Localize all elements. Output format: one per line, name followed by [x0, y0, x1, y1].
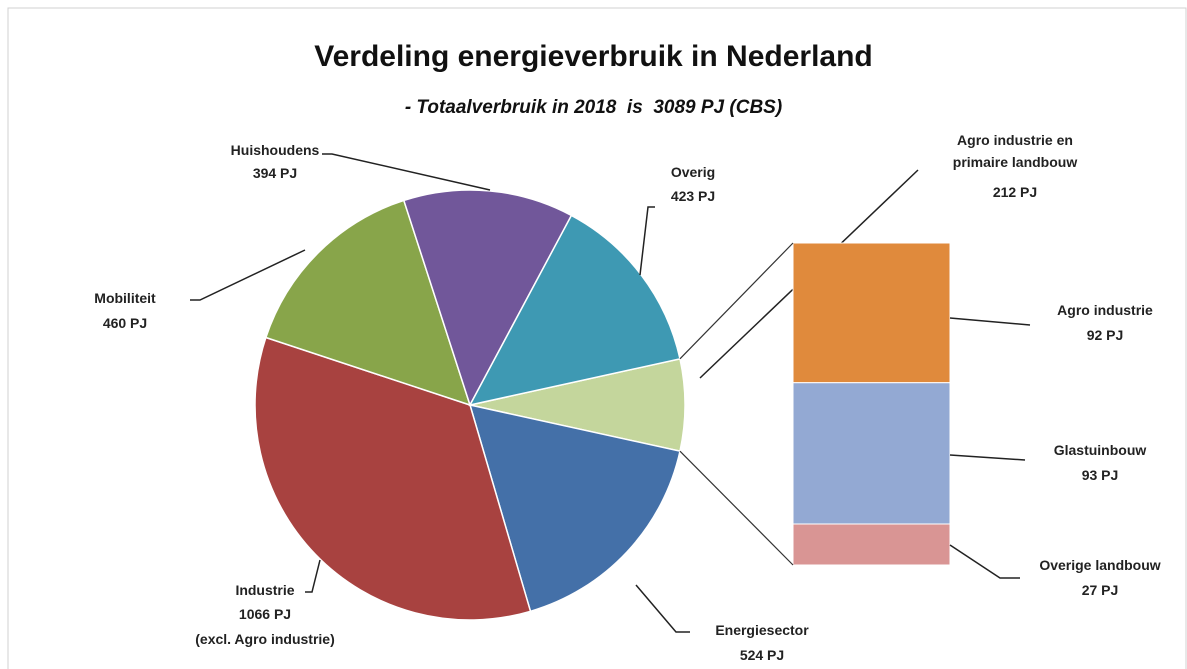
chart-title: Verdeling energieverbruik in Nederland — [314, 40, 873, 73]
leader-line — [949, 544, 1020, 579]
pie-slice — [468, 403, 681, 613]
leader-line — [639, 206, 655, 276]
slice-label: Industrie — [235, 582, 295, 598]
slice-label: Agro industrie en primaire landbouw — [952, 132, 1078, 170]
bar-value-label: 93 PJ — [1081, 467, 1119, 483]
leader-line — [635, 584, 690, 633]
leader-line — [949, 317, 1031, 326]
frame — [7, 7, 1187, 669]
bar-segment — [792, 523, 951, 566]
bar-segment — [792, 382, 951, 525]
chart-subtitle: - Totaalverbruik in 2018 is 3089 PJ (CBS… — [404, 97, 783, 118]
bar-label: Glastuinbouw — [1053, 442, 1147, 458]
slice-label: Huishoudens — [230, 142, 320, 158]
slice-value-label: 524 PJ — [739, 647, 785, 663]
annotation: (excl. Agro industrie) — [195, 631, 335, 647]
slice-value-label: 460 PJ — [102, 315, 148, 331]
pie-slice — [402, 189, 573, 407]
connector-line — [679, 450, 794, 566]
pie-slice — [468, 214, 681, 407]
bar-value-label: 92 PJ — [1086, 327, 1124, 343]
bar-label: Overige landbouw — [1039, 557, 1161, 573]
leader-line — [949, 454, 1026, 461]
bar-value-label: 27 PJ — [1081, 582, 1119, 598]
bar-label: Agro industrie — [1057, 302, 1153, 318]
slice-value-label: 1066 PJ — [238, 606, 292, 622]
leader-line — [322, 153, 491, 191]
connector-line — [679, 242, 794, 360]
pie-slice — [264, 199, 472, 407]
bar-segment — [792, 242, 951, 384]
slice-label: Overig — [670, 164, 716, 180]
leader-line — [305, 559, 321, 593]
leader-line — [190, 249, 306, 301]
slice-value-label: 423 PJ — [670, 188, 716, 204]
slice-label: Mobiliteit — [94, 290, 156, 306]
slice-value-label: 394 PJ — [252, 165, 298, 181]
slice-value-label: 212 PJ — [992, 184, 1038, 200]
pie-slice — [254, 336, 532, 621]
slice-label: Energiesector — [715, 622, 809, 638]
